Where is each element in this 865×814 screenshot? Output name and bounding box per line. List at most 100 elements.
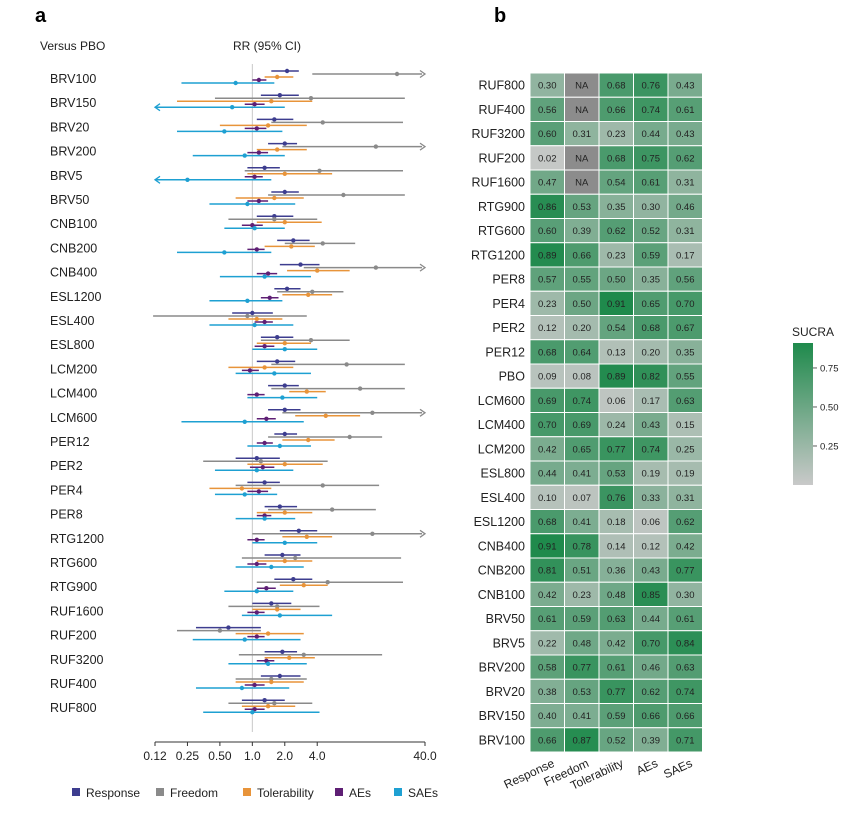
- heatmap-cell: [667, 96, 703, 122]
- point-estimate-saes: [242, 637, 247, 642]
- point-estimate-response: [272, 117, 277, 122]
- heatmap-row-label: RTG1200: [471, 248, 525, 262]
- point-estimate-saes: [282, 347, 287, 352]
- heatmap-cell-label: 0.36: [607, 566, 626, 577]
- heatmap-cell: [529, 484, 565, 510]
- point-estimate-response: [262, 698, 267, 703]
- heatmap-cell: [667, 484, 703, 510]
- heatmap-cell-label: 0.47: [538, 178, 557, 189]
- heatmap-cell-label: 0.06: [607, 396, 626, 407]
- heatmap-cell-label: 0.44: [642, 614, 661, 625]
- heatmap-cell-label: 0.65: [573, 444, 592, 455]
- heatmap-cell: [529, 193, 565, 219]
- heatmap-cell: [598, 315, 634, 341]
- heatmap-cell-label: 0.77: [676, 566, 695, 577]
- heatmap-row-label: PER12: [485, 345, 525, 359]
- heatmap-cell: [667, 218, 703, 244]
- heatmap-cell-label: 0.20: [573, 323, 592, 334]
- point-estimate-tolerability: [287, 655, 292, 660]
- point-estimate-aes: [256, 150, 262, 155]
- heatmap-cell-label: 0.07: [573, 493, 592, 504]
- ci-arrow-right: [419, 69, 427, 79]
- legend-swatch-response: [72, 788, 80, 796]
- heatmap-row-label: RTG600: [478, 224, 525, 238]
- point-estimate-aes: [254, 561, 259, 567]
- point-estimate-response: [282, 407, 287, 412]
- heatmap-cell: [529, 121, 565, 147]
- heatmap-cell: [529, 436, 565, 462]
- ci-arrow-right: [419, 142, 427, 151]
- heatmap-cell-label: 0.86: [538, 202, 557, 213]
- heatmap-cell: [667, 387, 703, 413]
- heatmap-cell-label: 0.70: [538, 420, 557, 431]
- heatmap-cell-label: 0.52: [607, 735, 626, 746]
- heatmap-cell: [529, 145, 565, 171]
- point-estimate-aes: [267, 295, 272, 300]
- point-estimate-freedom: [293, 555, 298, 561]
- heatmap-row-label: PER2: [492, 321, 525, 335]
- heatmap-row-label: LCM400: [478, 418, 525, 432]
- point-estimate-response: [296, 528, 302, 533]
- point-estimate-aes: [254, 634, 259, 639]
- point-estimate-saes: [252, 226, 257, 231]
- heatmap-cell-label: 0.31: [573, 129, 592, 140]
- point-estimate-aes: [254, 537, 259, 542]
- forest-row-label: PER2: [50, 459, 83, 473]
- point-estimate-tolerability: [282, 510, 287, 515]
- heatmap-cell-label: 0.50: [607, 275, 626, 286]
- forest-row-label: ESL1200: [50, 290, 101, 304]
- heatmap-cell-label: 0.46: [642, 663, 661, 674]
- point-estimate-aes: [247, 368, 253, 373]
- heatmap-cell-label: 0.43: [676, 129, 695, 140]
- heatmap-cell-label: 0.61: [676, 105, 695, 116]
- point-estimate-saes: [269, 564, 274, 570]
- heatmap-cell: [633, 678, 669, 704]
- heatmap-cell: [667, 533, 703, 559]
- heatmap-cell: [529, 727, 565, 753]
- sucra-tick-label: 0.25: [820, 441, 839, 452]
- point-estimate-response: [250, 310, 255, 316]
- point-estimate-tolerability: [265, 704, 271, 709]
- heatmap-cell-label: 0.20: [642, 347, 661, 358]
- heatmap-cell-label: 0.69: [573, 420, 592, 431]
- heatmap-cell: [633, 703, 669, 729]
- forest-row-label: PER8: [50, 508, 83, 522]
- forest-row-label: RUF1600: [50, 604, 104, 618]
- point-estimate-aes: [250, 223, 255, 228]
- heatmap-cell: [633, 242, 669, 268]
- heatmap-cell-label: NA: [575, 81, 589, 92]
- point-estimate-freedom: [329, 507, 335, 512]
- point-estimate-response: [282, 383, 287, 388]
- heatmap-cell-label: 0.59: [642, 250, 661, 261]
- forest-row-label: RUF800: [50, 701, 97, 715]
- heatmap-row-label: CNB200: [478, 564, 525, 578]
- heatmap-cell-label: 0.53: [573, 687, 592, 698]
- heatmap-cell-label: 0.75: [642, 153, 661, 164]
- heatmap-cell-label: 0.74: [642, 444, 661, 455]
- heatmap-cell-label: 0.35: [642, 275, 661, 286]
- heatmap-cell: [598, 460, 634, 486]
- point-estimate-tolerability: [274, 74, 280, 80]
- heatmap-cell: [564, 606, 600, 632]
- heatmap-cell: [598, 630, 634, 656]
- point-estimate-saes: [185, 177, 190, 182]
- heatmap-row-label: LCM600: [478, 394, 525, 408]
- sucra-tick-label: 0.50: [820, 402, 839, 413]
- forest-row-label: RUF3200: [50, 653, 104, 667]
- forest-row-label: CNB100: [50, 217, 97, 231]
- heatmap-cell: [598, 484, 634, 510]
- heatmap-cell-label: 0.61: [538, 614, 557, 625]
- heatmap-cell-label: 0.91: [607, 299, 626, 310]
- forest-row-label: LCM600: [50, 411, 97, 425]
- heatmap-cell: [529, 169, 565, 195]
- panel-b-label: b: [494, 5, 506, 27]
- forest-row-label: CNB200: [50, 241, 97, 255]
- heatmap-cell-label: 0.66: [607, 105, 626, 116]
- heatmap-row-label: BRV50: [486, 612, 525, 626]
- point-estimate-saes: [242, 153, 247, 158]
- legend-label-saes: SAEs: [408, 786, 438, 800]
- heatmap-row-label: CNB400: [478, 539, 525, 553]
- heatmap-row-label: PER4: [492, 297, 525, 311]
- heatmap-cell-label: 0.02: [538, 153, 557, 164]
- heatmap-cell-label: 0.30: [538, 81, 557, 92]
